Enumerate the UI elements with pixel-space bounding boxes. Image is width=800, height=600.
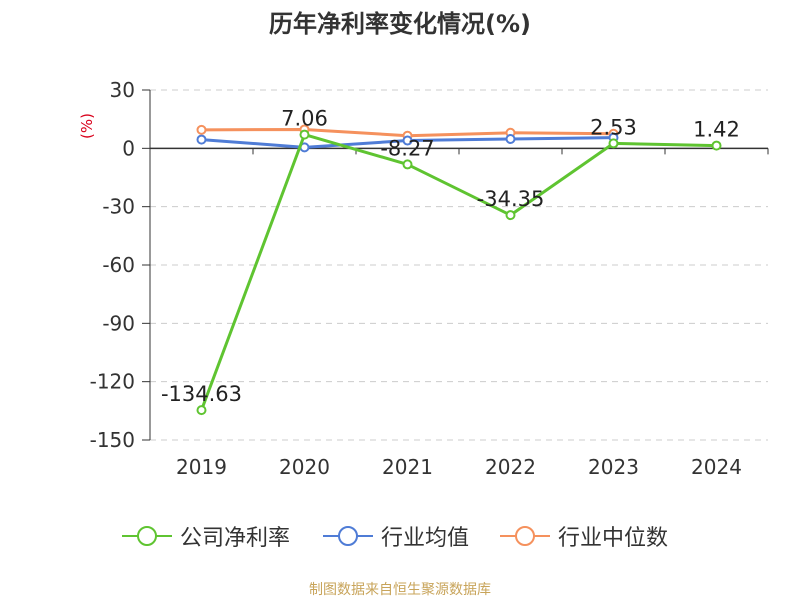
series-point xyxy=(505,210,516,221)
y-tick-label: -30 xyxy=(102,195,135,219)
series-point xyxy=(196,405,207,416)
series-line xyxy=(200,133,717,411)
y-tick-label: -90 xyxy=(102,311,135,335)
data-label: 1.42 xyxy=(693,118,740,142)
legend-marker-industry-average xyxy=(323,526,373,546)
data-label: 2.53 xyxy=(590,115,637,139)
x-tick-label: 2020 xyxy=(279,455,330,479)
legend-marker-industry-median xyxy=(500,526,550,546)
legend-item-company[interactable]: 公司净利率 xyxy=(122,521,290,551)
series-point xyxy=(711,140,722,151)
data-label: 7.06 xyxy=(281,107,328,131)
x-tick-label: 2019 xyxy=(176,455,227,479)
series-point xyxy=(196,124,207,135)
series-point xyxy=(505,134,516,144)
grid-layer xyxy=(150,89,768,441)
legend-label-industry-median: 行业中位数 xyxy=(558,526,669,551)
y-tick-label: 0 xyxy=(122,136,135,160)
y-tick-label: -150 xyxy=(90,428,135,452)
series-point xyxy=(402,135,413,146)
y-tick-label: -60 xyxy=(102,253,135,277)
data-label: -134.63 xyxy=(161,382,242,406)
legend-item-industry-average[interactable]: 行业均值 xyxy=(323,521,469,551)
y-tick-label: 30 xyxy=(110,78,135,102)
series-layer xyxy=(196,124,722,416)
y-axis-label: (%) xyxy=(78,113,96,139)
label-layer: -134.63 7.06 -8.27 -34.35 2.53 1.42 xyxy=(161,107,740,407)
series-point xyxy=(402,159,413,170)
x-tick-label: 2022 xyxy=(485,455,536,479)
legend-label-industry-average: 行业均值 xyxy=(381,526,470,551)
legend-item-industry-median[interactable]: 行业中位数 xyxy=(500,521,668,551)
axis-layer: 30 0 -30 -60 -90 -120 -150 (%) 2019 2020 2021 2022 2… xyxy=(78,78,769,479)
legend-label-company: 公司净利率 xyxy=(180,526,291,551)
x-tick-label: 2024 xyxy=(691,455,742,479)
chart-title: 历年净利率变化情况(%) xyxy=(269,10,531,38)
series-point xyxy=(299,129,310,140)
series-point xyxy=(608,138,619,149)
x-tick-label: 2023 xyxy=(588,455,639,479)
data-source-note: 制图数据来自恒生聚源数据库 xyxy=(309,582,491,598)
series-point xyxy=(196,134,207,145)
x-tick-label: 2021 xyxy=(382,455,433,479)
data-label: -34.35 xyxy=(477,187,545,211)
legend-marker-company xyxy=(122,526,172,546)
data-label: -8.27 xyxy=(380,136,434,160)
y-tick-label: -120 xyxy=(90,370,135,394)
